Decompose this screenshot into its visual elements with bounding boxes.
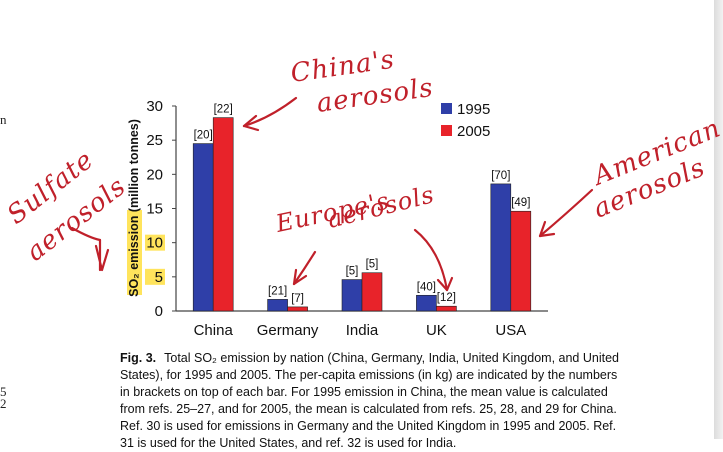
margin-text: 5 [0,384,7,399]
y-tick-label: 15 [146,201,163,218]
ylabel-highlight [127,210,142,295]
arrow-sulfate-head [94,238,110,272]
bar-2005-india [361,272,383,312]
x-tick-label: UK [426,322,447,339]
y-tick-label: 25 [146,132,163,149]
y-tick-label: 10 [146,235,163,252]
arrow-germany-head [292,268,308,286]
arrow-uk-head [436,276,454,292]
tick-highlight [145,268,165,285]
chart-legend: 1995 2005 [441,101,490,140]
bar-data-label: [49] [511,197,530,209]
bar-data-label: [5] [346,266,359,278]
bar-data-label: [21] [268,285,287,297]
bar-data-label: [5] [366,259,379,271]
arrow-sulfate-shaft [70,226,102,242]
arrow-usa-shaft [538,188,594,238]
y-axis-label: SO₂ emission (million tonnes) [127,119,141,297]
caption-label: Fig. 3. [120,351,157,365]
arrow-germany-shaft [292,250,317,286]
margin-text: 2 [0,396,7,411]
bar-data-label: [7] [291,293,304,305]
bar-data-label: [40] [417,281,436,293]
bar-2005-uk [436,305,457,312]
y-tick-label: 5 [155,269,163,286]
bar-1995-china [192,143,214,312]
x-tick-label: India [346,322,379,339]
bar-2005-china [212,117,234,312]
bar-data-label: [20] [194,130,213,142]
y-tick-label: 30 [146,98,163,115]
arrow-uk-shaft [413,228,449,292]
bar-1995-usa [490,183,512,312]
legend-label: 1995 [457,101,490,118]
y-tick-label: 20 [146,166,163,183]
bar-data-label: [12] [437,292,456,304]
adjacent-page-edge [714,0,723,439]
legend-swatch-1995 [441,103,452,114]
bar-data-label: [70] [491,170,510,182]
legend-label: 2005 [457,123,490,140]
caption-text: Total SO₂ emission by nation (China, Ger… [120,351,619,450]
figure-caption: Fig. 3. Total SO₂ emission by nation (Chi… [120,350,630,452]
bar-data-label: [22] [214,104,233,116]
bar-2005-usa [510,210,532,312]
x-tick-label: China [194,322,234,339]
y-tick-label: 0 [155,303,163,320]
x-tick-label: USA [495,322,526,339]
chart-bars: [20] [22] China [21] [7] Germany [5] [5] India [4… [192,104,532,339]
margin-text: n [0,112,7,127]
arrow-china-head [242,114,260,132]
bar-2005-germany [287,306,308,312]
bar-1995-uk [416,294,437,312]
legend-swatch-2005 [441,125,452,136]
x-tick-label: Germany [257,322,319,339]
arrow-china-shaft [242,96,298,128]
tick-highlight [145,234,165,251]
so2-bar-chart: 0 5 10 15 20 25 30 SO₂ emission (million tonnes… [2,45,723,339]
chart-axes: 0 5 10 15 20 25 30 SO₂ emission (million tonnes… [127,98,548,320]
bar-1995-germany [267,299,288,312]
bar-1995-india [341,279,363,312]
arrow-usa-head [538,220,556,238]
